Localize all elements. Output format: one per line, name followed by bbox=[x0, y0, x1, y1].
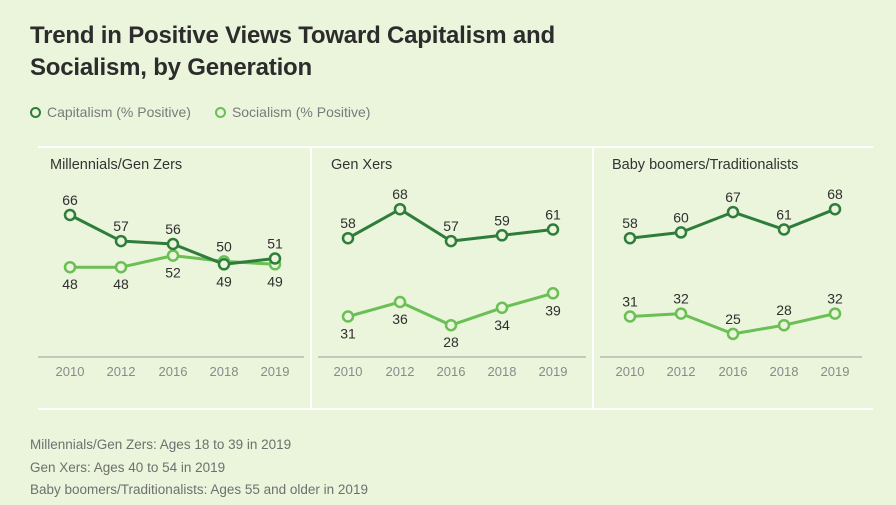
capitalism-point bbox=[828, 202, 842, 216]
capitalism-point bbox=[495, 229, 509, 242]
x-tick-label: 2019 bbox=[539, 364, 568, 379]
x-tick-label: 2010 bbox=[56, 364, 85, 379]
panel-title: Millennials/Gen Zers bbox=[50, 157, 182, 173]
capitalism-point bbox=[341, 231, 355, 245]
socialism-point bbox=[114, 260, 128, 274]
socialism-point bbox=[393, 295, 407, 309]
panel-title: Gen Xers bbox=[331, 157, 392, 173]
socialism-point bbox=[546, 287, 560, 300]
footnote-boomers: Baby boomers/Traditionalists: Ages 55 an… bbox=[30, 482, 368, 497]
capitalism-data-label: 56 bbox=[165, 221, 181, 237]
socialism-point bbox=[63, 260, 77, 274]
capitalism-point bbox=[63, 208, 77, 222]
capitalism-data-label: 57 bbox=[443, 218, 459, 234]
x-tick-label: 2010 bbox=[334, 364, 363, 379]
footnotes: Millennials/Gen Zers: Ages 18 to 39 in 2… bbox=[30, 434, 368, 502]
capitalism-data-label: 57 bbox=[113, 218, 129, 234]
x-tick-label: 2016 bbox=[159, 364, 188, 379]
socialism-point bbox=[726, 327, 740, 341]
capitalism-data-label: 60 bbox=[673, 209, 689, 225]
socialism-data-label: 48 bbox=[62, 276, 78, 292]
capitalism-point bbox=[726, 205, 740, 219]
chart-title-line-1: Trend in Positive Views Toward Capitalis… bbox=[30, 22, 555, 49]
capitalism-data-label: 49 bbox=[216, 273, 232, 289]
capitalism-data-label: 58 bbox=[340, 215, 356, 231]
x-tick-label: 2016 bbox=[719, 364, 748, 379]
socialism-point bbox=[166, 249, 180, 262]
x-tick-label: 2012 bbox=[386, 364, 415, 379]
x-tick-label: 2012 bbox=[667, 364, 696, 379]
footnote-genx: Gen Xers: Ages 40 to 54 in 2019 bbox=[30, 459, 226, 475]
socialism-point bbox=[444, 318, 458, 332]
x-tick-label: 2012 bbox=[107, 364, 136, 379]
socialism-data-label: 50 bbox=[216, 238, 232, 254]
capitalism-point bbox=[217, 258, 231, 271]
legend-label-socialism: Socialism (% Positive) bbox=[231, 104, 371, 120]
socialism-point bbox=[777, 318, 791, 332]
capitalism-data-label: 68 bbox=[392, 186, 408, 202]
capitalism-point bbox=[674, 226, 688, 239]
socialism-data-label: 52 bbox=[165, 265, 181, 281]
capitalism-data-label: 67 bbox=[725, 189, 741, 205]
legend-label-capitalism: Capitalism (% Positive) bbox=[47, 104, 191, 120]
socialism-data-label: 28 bbox=[776, 302, 792, 318]
socialism-point bbox=[341, 310, 355, 323]
x-tick-label: 2019 bbox=[261, 364, 290, 379]
chart-title: Trend in Positive Views Toward Capitalis… bbox=[30, 20, 555, 84]
x-tick-label: 2016 bbox=[437, 364, 466, 379]
x-tick-label: 2018 bbox=[770, 364, 799, 379]
capitalism-point bbox=[777, 223, 791, 236]
capitalism-data-label: 58 bbox=[622, 215, 638, 231]
socialism-data-label: 25 bbox=[725, 311, 741, 327]
capitalism-point bbox=[444, 234, 458, 248]
capitalism-data-label: 51 bbox=[267, 236, 283, 252]
socialism-point bbox=[623, 310, 637, 323]
socialism-data-label: 48 bbox=[113, 276, 129, 292]
capitalism-point bbox=[623, 231, 637, 245]
legend: Capitalism (% Positive) Socialism (% Pos… bbox=[30, 104, 370, 120]
socialism-data-label: 34 bbox=[494, 317, 510, 333]
socialism-data-label: 39 bbox=[545, 302, 561, 318]
capitalism-point bbox=[166, 237, 180, 251]
x-tick-label: 2019 bbox=[821, 364, 850, 379]
socialism-data-label: 49 bbox=[267, 273, 283, 289]
legend-item-capitalism: Capitalism (% Positive) bbox=[30, 104, 191, 120]
capitalism-point bbox=[393, 202, 407, 216]
socialism-data-label: 32 bbox=[827, 291, 843, 307]
x-tick-label: 2018 bbox=[488, 364, 517, 379]
socialism-data-label: 36 bbox=[392, 311, 408, 327]
x-tick-label: 2010 bbox=[616, 364, 645, 379]
capitalism-point bbox=[546, 223, 560, 236]
socialism-data-label: 31 bbox=[340, 326, 356, 342]
socialism-point bbox=[495, 301, 509, 315]
footnote-millennials: Millennials/Gen Zers: Ages 18 to 39 in 2… bbox=[30, 437, 292, 452]
capitalism-data-label: 59 bbox=[494, 212, 510, 228]
socialism-data-label: 32 bbox=[673, 291, 689, 307]
socialism-data-label: 28 bbox=[443, 334, 459, 350]
legend-item-socialism: Socialism (% Positive) bbox=[214, 104, 371, 120]
panel-title: Baby boomers/Traditionalists bbox=[612, 157, 798, 173]
capitalism-data-label: 61 bbox=[776, 207, 792, 223]
x-tick-label: 2018 bbox=[210, 364, 239, 379]
capitalism-point bbox=[114, 234, 128, 248]
capitalism-data-label: 61 bbox=[545, 207, 561, 223]
socialism-data-label: 31 bbox=[622, 294, 638, 310]
capitalism-marker-icon bbox=[30, 106, 41, 118]
socialism-marker-icon bbox=[214, 106, 226, 118]
capitalism-data-label: 68 bbox=[827, 186, 843, 202]
socialism-point bbox=[674, 307, 688, 320]
capitalism-data-label: 66 bbox=[62, 192, 78, 208]
capitalism-point bbox=[268, 252, 282, 265]
socialism-point bbox=[828, 307, 842, 320]
chart-title-line-2: Socialism, by Generation bbox=[30, 54, 312, 81]
